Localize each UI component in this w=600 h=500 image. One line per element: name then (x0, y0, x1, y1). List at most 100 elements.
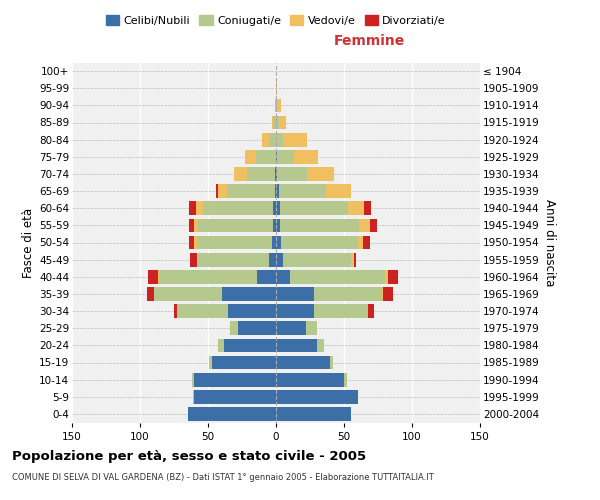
Bar (189, 202, 276, 215)
Bar (272, 116, 276, 130)
Bar (276, 287, 383, 301)
Bar (276, 322, 317, 335)
Bar (275, 167, 276, 181)
Bar (276, 253, 283, 266)
Bar (276, 270, 290, 283)
Bar (218, 338, 276, 352)
Bar (276, 322, 317, 335)
Bar (199, 218, 276, 232)
Bar (276, 407, 351, 421)
Bar (194, 390, 276, 404)
Bar (194, 218, 276, 232)
Bar (245, 150, 276, 164)
Bar (154, 287, 276, 301)
Bar (276, 218, 280, 232)
Bar (218, 184, 276, 198)
Bar (276, 253, 353, 266)
Bar (276, 407, 351, 421)
Bar (177, 304, 276, 318)
Bar (188, 407, 276, 421)
Bar (276, 133, 307, 146)
Bar (276, 338, 323, 352)
Bar (273, 218, 276, 232)
Bar (276, 116, 286, 130)
Bar (276, 373, 344, 386)
Bar (276, 116, 286, 130)
Bar (262, 133, 276, 146)
Bar (276, 253, 351, 266)
Bar (193, 390, 276, 404)
Bar (276, 390, 358, 404)
Bar (230, 322, 276, 335)
Bar (276, 304, 374, 318)
Bar (276, 356, 333, 370)
Bar (238, 322, 276, 335)
Bar (276, 167, 334, 181)
Bar (276, 390, 358, 404)
Bar (221, 287, 276, 301)
Bar (276, 202, 280, 215)
Bar (275, 98, 276, 112)
Bar (276, 236, 363, 250)
Bar (275, 98, 276, 112)
Bar (276, 356, 333, 370)
Bar (276, 202, 348, 215)
Bar (273, 116, 276, 130)
Bar (276, 98, 281, 112)
Bar (276, 407, 351, 421)
Bar (276, 270, 385, 283)
Bar (199, 253, 276, 266)
Bar (272, 236, 276, 250)
Bar (190, 253, 276, 266)
Bar (191, 373, 276, 386)
Bar (269, 253, 276, 266)
Bar (276, 184, 351, 198)
Bar (276, 304, 314, 318)
Bar (276, 98, 281, 112)
Bar (276, 133, 307, 146)
Bar (174, 304, 276, 318)
Y-axis label: Fasce di età: Fasce di età (22, 208, 35, 278)
Y-axis label: Anni di nascita: Anni di nascita (543, 199, 556, 286)
Bar (276, 184, 279, 198)
Bar (209, 356, 276, 370)
Bar (177, 304, 276, 318)
Bar (158, 270, 276, 283)
Bar (276, 167, 277, 181)
Bar (276, 167, 307, 181)
Bar (234, 167, 276, 181)
Text: Femmine: Femmine (334, 34, 406, 48)
Bar (230, 322, 276, 335)
Bar (276, 202, 364, 215)
Bar (276, 218, 359, 232)
Bar (229, 304, 276, 318)
Bar (209, 356, 276, 370)
Bar (193, 390, 276, 404)
Bar (216, 184, 276, 198)
Bar (276, 218, 377, 232)
Bar (276, 236, 281, 250)
Bar (276, 202, 371, 215)
Bar (276, 390, 358, 404)
Bar (191, 373, 276, 386)
Bar (276, 287, 314, 301)
Bar (276, 270, 388, 283)
Bar (227, 184, 276, 198)
Bar (148, 270, 276, 283)
Bar (276, 304, 368, 318)
Bar (159, 270, 276, 283)
Bar (147, 287, 276, 301)
Bar (154, 287, 276, 301)
Bar (257, 270, 276, 283)
Legend: Celibi/Nubili, Coniugati/e, Vedovi/e, Divorziati/e: Celibi/Nubili, Coniugati/e, Vedovi/e, Di… (101, 10, 451, 30)
Bar (276, 167, 334, 181)
Bar (194, 236, 276, 250)
Bar (276, 253, 356, 266)
Bar (234, 167, 276, 181)
Bar (276, 390, 358, 404)
Bar (194, 373, 276, 386)
Bar (272, 116, 276, 130)
Bar (256, 150, 276, 164)
Bar (276, 338, 323, 352)
Bar (276, 270, 398, 283)
